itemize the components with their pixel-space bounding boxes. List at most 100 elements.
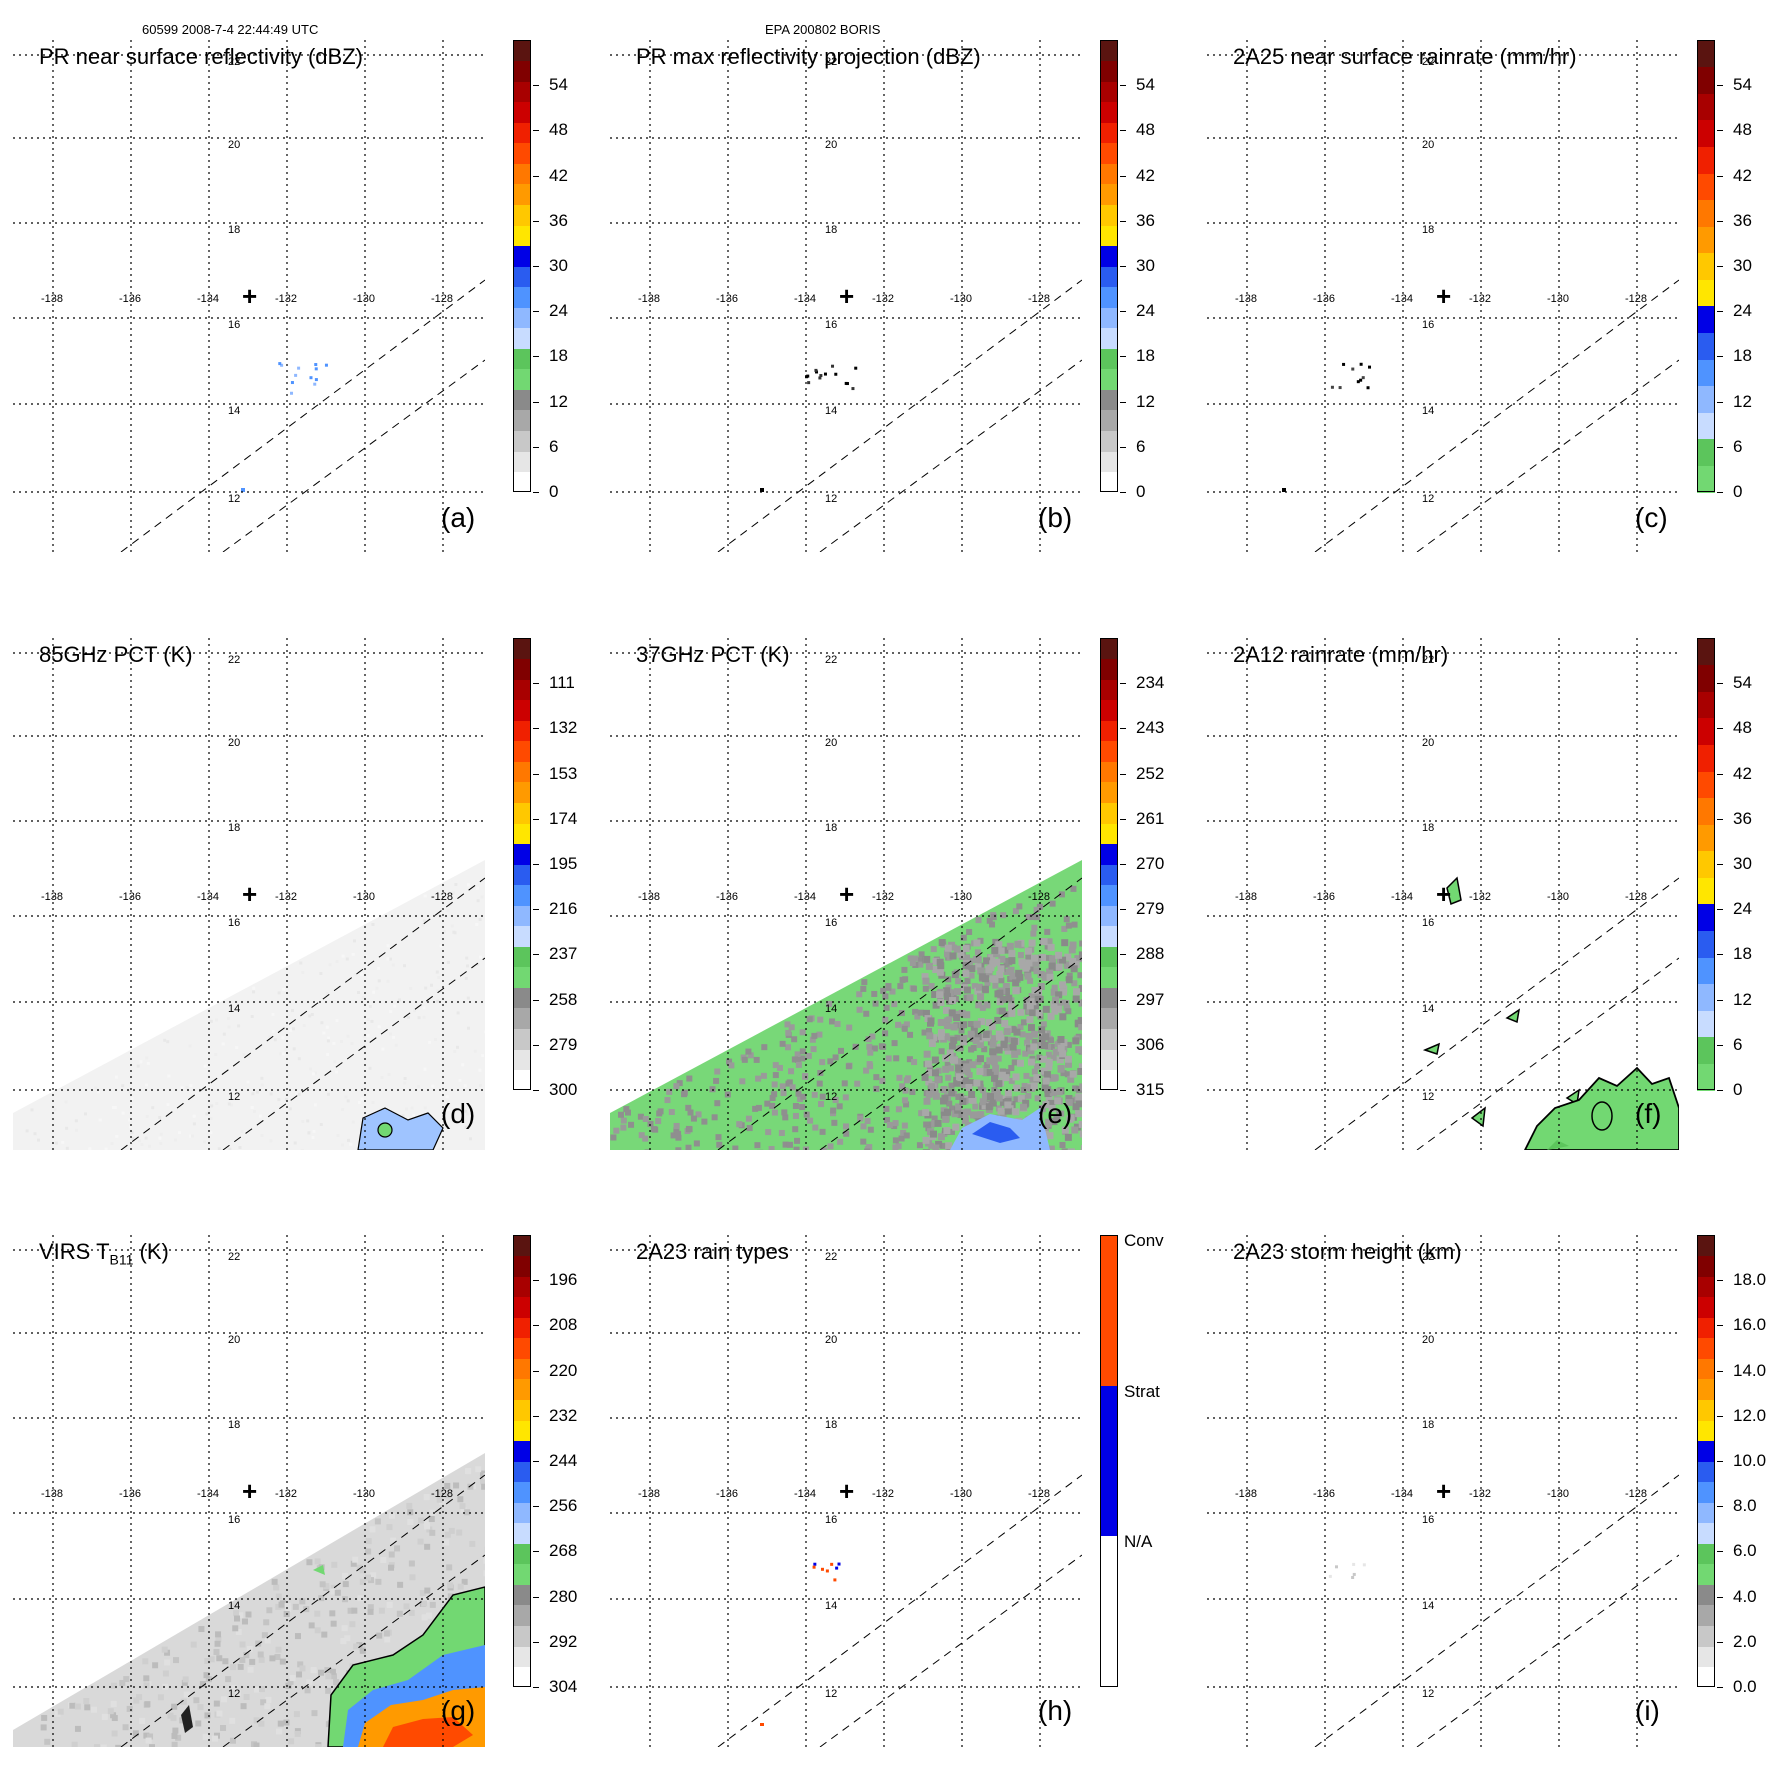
pct-cell [242, 1053, 246, 1057]
lon-label: -138 [41, 891, 63, 903]
pct-cell [926, 1065, 933, 1072]
pct-cell [1038, 953, 1046, 961]
pct-cell [1059, 1013, 1067, 1021]
pct-cell [377, 1025, 381, 1029]
pct-cell [974, 1033, 982, 1041]
colorbar-segment [513, 204, 531, 226]
swath-edge-line [120, 1474, 485, 1747]
colorbar-tick [1120, 85, 1126, 87]
pct-cell [934, 1119, 942, 1127]
lon-label: -132 [872, 891, 894, 903]
pct-cell [817, 1016, 824, 1023]
pct-cell [1036, 903, 1043, 910]
rain-cell [1446, 876, 1462, 906]
lon-label: -130 [353, 293, 375, 305]
lon-label: -128 [1625, 1488, 1647, 1500]
pct-cell [937, 1133, 945, 1141]
pct-cell [780, 1090, 787, 1097]
pct-cell [964, 977, 971, 984]
pct-cell [1065, 922, 1072, 929]
pct-cell [950, 1023, 958, 1031]
colorbar-tick-label: 0 [1733, 1080, 1743, 1099]
pct-cell [284, 1048, 288, 1052]
lat-label: 12 [228, 493, 240, 505]
lon-label: -136 [716, 891, 738, 903]
pct-cell [1077, 1067, 1082, 1075]
pct-cell [657, 1108, 664, 1115]
pct-cell [647, 1120, 654, 1127]
pct-cell [480, 895, 484, 899]
map-plot-c: -138 -136 -134 -132 -130 -128 22 20 18 16 14 12 + [1207, 40, 1679, 552]
rain-type-pixel [760, 1723, 764, 1726]
pct-cell [1001, 1020, 1009, 1028]
pct-cell [670, 1132, 677, 1139]
pct-cell [1027, 1058, 1035, 1066]
colorbar-segment [513, 740, 531, 762]
tb-cell [288, 1738, 295, 1745]
colorbar-tick [533, 1687, 539, 1688]
pct-cell [1045, 1063, 1053, 1071]
pct-cell [464, 1125, 468, 1129]
colorbar-tick [1717, 1641, 1723, 1643]
pct-cell [998, 955, 1006, 963]
colorbar-tick [533, 909, 539, 911]
pct-cell [403, 1081, 407, 1085]
colorbar-segment [513, 699, 531, 721]
tb-cell [334, 1589, 341, 1596]
pct-cell [1050, 1054, 1057, 1061]
pct-cell [1057, 1035, 1065, 1043]
pct-cell [377, 979, 381, 983]
colorbar-segment [1100, 1007, 1118, 1029]
pct-cell [931, 1115, 938, 1122]
pct-cell [209, 1019, 213, 1023]
colorbar-tick [533, 446, 539, 448]
pct-cell [247, 1054, 251, 1058]
pct-cell [990, 914, 997, 921]
pct-cell [860, 1138, 867, 1145]
tb-cell [122, 1724, 129, 1731]
pct-cell [1065, 1008, 1072, 1015]
lat-label: 12 [1422, 1688, 1434, 1700]
pct-cell [690, 1115, 697, 1122]
tb-cell [318, 1595, 325, 1602]
tb-cell [199, 1681, 206, 1688]
pct-cell [345, 957, 349, 961]
colorbar-tick-label: 232 [549, 1405, 578, 1425]
pct-cell [778, 1129, 785, 1136]
colorbar-segment [513, 142, 531, 164]
pct-cell [430, 983, 434, 987]
colorbar-segment [1100, 368, 1118, 390]
pct-cell [466, 996, 470, 1000]
pct-cell [147, 1144, 151, 1148]
pct-cell [885, 983, 892, 990]
pct-cell [1064, 1055, 1072, 1063]
pct-cell [1000, 912, 1007, 919]
pct-cell [945, 1074, 952, 1081]
pct-cell [925, 1078, 933, 1086]
title-g-main: VIRS T [39, 1239, 110, 1264]
panel-title-a: PR near surface reflectivity (dBZ) [39, 44, 363, 69]
storm-center-marker: + [242, 1476, 257, 1506]
pct-cell [1031, 1030, 1039, 1038]
pct-cell [327, 1036, 331, 1040]
colorbar-frame [513, 638, 531, 1090]
pct-cell [869, 1033, 876, 1040]
pct-cell [416, 1085, 420, 1089]
pct-cell [1064, 1133, 1072, 1141]
pct-cell [918, 1110, 925, 1117]
pct-cell [1033, 967, 1041, 975]
pct-cell [930, 1034, 938, 1042]
colorbar-segment [1697, 1645, 1715, 1668]
colorbar-tick [1717, 175, 1723, 177]
pct-cell [36, 1138, 40, 1142]
pct-cell [989, 921, 996, 928]
colorbar-segment [1100, 307, 1118, 329]
colorbar-segment [513, 905, 531, 927]
pct-cell [104, 1147, 108, 1150]
pct-cell [807, 1117, 814, 1124]
pct-cell [965, 1084, 973, 1092]
tb-cell [147, 1733, 154, 1740]
colorbar-tick [533, 864, 539, 865]
tb-cell [311, 1710, 318, 1717]
storm-height-pixel [1352, 1562, 1356, 1566]
